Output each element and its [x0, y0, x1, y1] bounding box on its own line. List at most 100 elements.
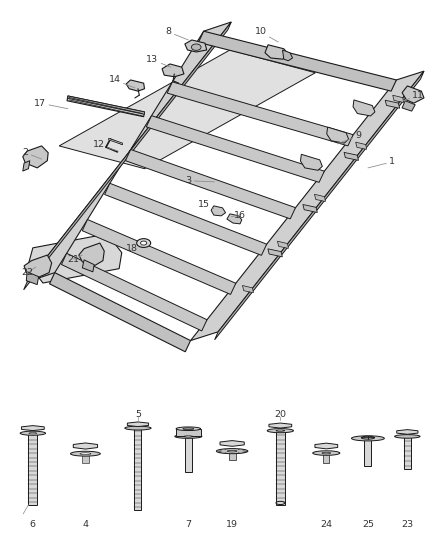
Text: 21: 21	[67, 255, 82, 263]
Polygon shape	[243, 286, 253, 293]
Polygon shape	[146, 116, 324, 182]
Ellipse shape	[267, 429, 293, 433]
Polygon shape	[68, 96, 145, 115]
Text: 18: 18	[126, 244, 142, 253]
Ellipse shape	[175, 434, 202, 438]
Polygon shape	[109, 138, 123, 144]
Text: 24: 24	[320, 520, 332, 529]
Ellipse shape	[183, 428, 194, 430]
Text: 19: 19	[226, 520, 238, 529]
Ellipse shape	[313, 451, 340, 455]
Polygon shape	[215, 71, 424, 340]
Polygon shape	[82, 220, 236, 294]
Polygon shape	[315, 443, 338, 449]
Text: 22: 22	[21, 267, 36, 277]
Text: 8: 8	[166, 28, 188, 40]
Ellipse shape	[322, 453, 331, 454]
Polygon shape	[59, 50, 315, 168]
Bar	[404, 437, 411, 469]
Text: 13: 13	[146, 55, 171, 67]
Polygon shape	[402, 86, 424, 103]
Bar	[364, 438, 371, 466]
Text: 25: 25	[362, 520, 374, 529]
Ellipse shape	[276, 502, 285, 505]
Polygon shape	[227, 214, 242, 224]
Polygon shape	[73, 443, 98, 449]
Text: 12: 12	[92, 140, 118, 151]
Ellipse shape	[176, 427, 201, 431]
Polygon shape	[61, 253, 207, 331]
Ellipse shape	[20, 431, 46, 435]
Bar	[134, 428, 141, 510]
Ellipse shape	[125, 426, 151, 430]
Bar	[185, 437, 192, 472]
Text: 2: 2	[22, 148, 42, 159]
Polygon shape	[265, 45, 289, 59]
Polygon shape	[105, 183, 267, 255]
Text: 11: 11	[403, 92, 424, 101]
Ellipse shape	[227, 450, 237, 452]
Ellipse shape	[137, 239, 151, 247]
Polygon shape	[220, 441, 244, 446]
Ellipse shape	[191, 44, 201, 50]
Bar	[28, 433, 37, 505]
Polygon shape	[344, 152, 358, 160]
Text: 7: 7	[185, 520, 191, 529]
Bar	[82, 454, 89, 463]
Text: 9: 9	[337, 132, 361, 144]
Text: 6: 6	[30, 520, 36, 529]
Polygon shape	[49, 273, 191, 352]
Polygon shape	[79, 243, 104, 266]
Polygon shape	[24, 22, 231, 290]
Bar	[276, 431, 285, 505]
Text: 14: 14	[109, 76, 135, 88]
Polygon shape	[67, 96, 145, 117]
Polygon shape	[167, 82, 353, 146]
Polygon shape	[397, 430, 418, 434]
Bar	[229, 451, 236, 460]
Polygon shape	[23, 146, 48, 168]
Polygon shape	[21, 426, 44, 431]
Text: 17: 17	[34, 99, 68, 109]
Bar	[323, 453, 329, 463]
Ellipse shape	[216, 449, 248, 454]
Polygon shape	[127, 422, 148, 426]
Polygon shape	[277, 241, 288, 248]
Polygon shape	[28, 234, 122, 283]
Text: 20: 20	[274, 409, 286, 418]
Polygon shape	[402, 101, 415, 111]
Ellipse shape	[395, 434, 420, 438]
Text: 16: 16	[231, 211, 246, 220]
Polygon shape	[82, 260, 94, 272]
Polygon shape	[191, 71, 424, 341]
Ellipse shape	[29, 433, 37, 434]
Bar	[176, 429, 201, 436]
Polygon shape	[268, 249, 283, 257]
Polygon shape	[385, 100, 399, 108]
Text: 5: 5	[135, 409, 141, 418]
Ellipse shape	[80, 453, 91, 455]
Polygon shape	[353, 100, 375, 116]
Polygon shape	[26, 272, 39, 285]
Text: 3: 3	[185, 176, 215, 185]
Ellipse shape	[71, 451, 100, 456]
Polygon shape	[185, 40, 207, 52]
Polygon shape	[125, 149, 296, 219]
Polygon shape	[23, 161, 30, 171]
Polygon shape	[327, 127, 349, 143]
Ellipse shape	[361, 437, 374, 439]
Ellipse shape	[141, 241, 147, 245]
Ellipse shape	[276, 430, 285, 431]
Polygon shape	[356, 142, 367, 149]
Polygon shape	[314, 195, 325, 201]
Polygon shape	[162, 64, 184, 77]
Polygon shape	[303, 205, 317, 213]
Text: 10: 10	[254, 28, 278, 42]
Polygon shape	[211, 206, 226, 216]
Text: 23: 23	[401, 520, 413, 529]
Polygon shape	[24, 255, 52, 278]
Polygon shape	[300, 155, 322, 171]
Ellipse shape	[184, 436, 193, 437]
Polygon shape	[126, 80, 145, 91]
Text: 4: 4	[82, 520, 88, 529]
